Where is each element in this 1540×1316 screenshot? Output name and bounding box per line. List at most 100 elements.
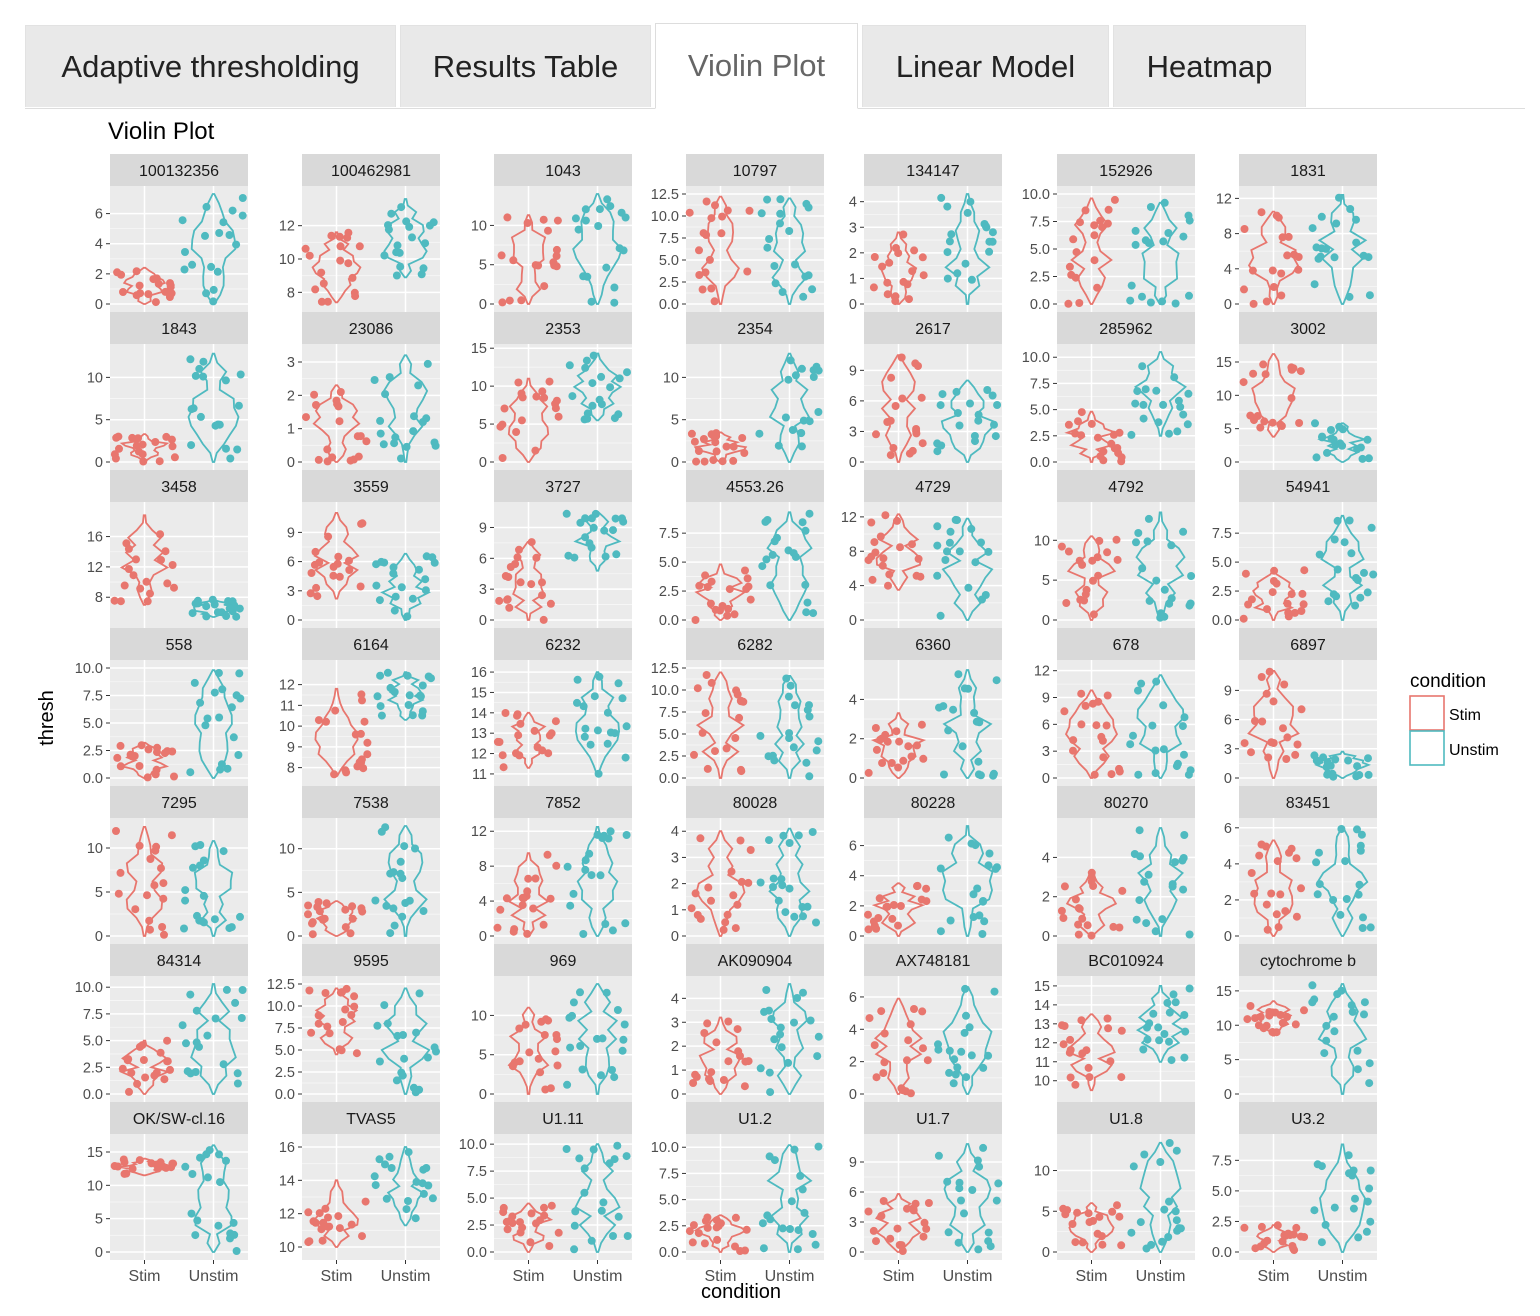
- data-point-unstim: [1144, 514, 1153, 523]
- data-point-stim: [711, 201, 719, 210]
- data-point-unstim: [1313, 1160, 1322, 1169]
- data-point-unstim: [1154, 1023, 1163, 1032]
- data-point-unstim: [1137, 679, 1146, 688]
- data-point-stim: [729, 456, 738, 465]
- data-point-unstim: [1164, 1233, 1173, 1241]
- data-point-unstim: [1179, 854, 1188, 862]
- y-tick-label: 12: [471, 824, 487, 840]
- facet-label: 1831: [1290, 163, 1326, 180]
- data-point-stim: [885, 570, 894, 579]
- y-tick-label: 5.0: [83, 716, 103, 732]
- data-point-stim: [711, 747, 719, 756]
- y-tick-label: 10.0: [267, 999, 295, 1015]
- data-point-stim: [145, 916, 154, 925]
- data-point-unstim: [1171, 998, 1180, 1007]
- y-tick-label: 5: [95, 1212, 103, 1228]
- data-point-unstim: [946, 527, 955, 536]
- facet-strip: [1057, 1102, 1195, 1134]
- data-point-unstim: [763, 1211, 772, 1220]
- legend: condition Stim Unstim: [1409, 671, 1499, 766]
- y-tick-label: 7.5: [659, 526, 679, 542]
- data-point-stim: [1096, 216, 1105, 225]
- data-point-unstim: [954, 1238, 963, 1247]
- data-point-unstim: [980, 917, 989, 926]
- data-point-stim: [1089, 576, 1097, 585]
- tab-heatmap[interactable]: Heatmap: [1113, 25, 1306, 107]
- data-point-stim: [1097, 1232, 1106, 1241]
- data-point-unstim: [579, 702, 588, 711]
- data-point-unstim: [1312, 243, 1321, 252]
- data-point-stim: [132, 555, 140, 564]
- data-point-stim: [516, 578, 525, 587]
- data-point-stim: [525, 1048, 534, 1057]
- data-point-stim: [910, 246, 919, 255]
- data-point-unstim: [1174, 396, 1183, 405]
- data-point-unstim: [397, 583, 406, 592]
- x-tick-label: Stim: [1076, 1268, 1108, 1285]
- data-point-unstim: [389, 563, 398, 572]
- data-point-unstim: [781, 413, 790, 422]
- data-point-unstim: [994, 1179, 1003, 1188]
- y-tick-label: 4: [849, 1022, 857, 1038]
- y-tick-label: 5.0: [275, 1043, 295, 1059]
- data-point-stim: [1257, 840, 1266, 849]
- data-point-stim: [138, 450, 147, 459]
- data-point-stim: [1279, 724, 1287, 733]
- data-point-unstim: [943, 1177, 952, 1186]
- facet-label: U1.11: [542, 1111, 584, 1128]
- data-point-unstim: [402, 442, 411, 451]
- y-tick-label: 10.0: [459, 1137, 487, 1153]
- data-point-stim: [741, 1057, 750, 1066]
- tab-linear-model[interactable]: Linear Model: [862, 25, 1109, 107]
- data-point-unstim: [791, 371, 800, 380]
- data-point-stim: [703, 1223, 712, 1232]
- data-point-unstim: [191, 371, 200, 380]
- y-tick-label: 4: [1224, 857, 1232, 873]
- y-tick-label: 2: [849, 899, 857, 915]
- data-point-stim: [1247, 869, 1256, 877]
- data-point-unstim: [231, 998, 240, 1007]
- data-point-unstim: [984, 861, 993, 870]
- data-point-stim: [338, 1018, 347, 1026]
- y-tick-label: 0: [849, 297, 857, 313]
- data-point-stim: [516, 719, 525, 728]
- data-point-unstim: [971, 841, 980, 850]
- data-point-unstim: [1127, 1228, 1136, 1237]
- facet-label: 80270: [1104, 795, 1149, 812]
- y-tick-label: 8: [287, 285, 295, 301]
- data-point-unstim: [571, 1207, 580, 1216]
- data-point-unstim: [186, 990, 195, 999]
- facet-label: 678: [1113, 637, 1140, 654]
- data-point-unstim: [589, 523, 598, 532]
- data-point-stim: [167, 1163, 176, 1172]
- facet-label: 80228: [911, 795, 956, 812]
- data-point-stim: [349, 455, 358, 464]
- data-point-stim: [877, 1007, 886, 1016]
- y-tick-label: 0: [95, 455, 103, 471]
- data-point-stim: [729, 891, 738, 900]
- data-point-stim: [883, 278, 892, 287]
- facet-label: 100132356: [139, 163, 219, 180]
- data-point-unstim: [397, 1068, 406, 1077]
- data-point-stim: [870, 538, 879, 547]
- tab-results-table[interactable]: Results Table: [400, 25, 651, 107]
- y-tick-label: 0: [479, 613, 487, 629]
- data-point-stim: [306, 589, 315, 598]
- tab-adaptive-thresholding[interactable]: Adaptive thresholding: [25, 25, 396, 107]
- tab-violin-plot[interactable]: Violin Plot: [655, 23, 858, 109]
- data-point-unstim: [778, 881, 787, 890]
- data-point-unstim: [943, 248, 952, 257]
- data-point-unstim: [1185, 601, 1194, 610]
- data-point-unstim: [408, 594, 417, 603]
- data-point-stim: [1087, 931, 1096, 940]
- y-tick-label: 10: [1034, 1164, 1050, 1180]
- data-point-stim: [498, 751, 507, 760]
- data-point-stim: [1251, 1014, 1260, 1023]
- data-point-stim: [707, 284, 716, 293]
- data-point-stim: [746, 595, 755, 604]
- data-point-stim: [301, 244, 310, 253]
- facet-strip: [494, 786, 632, 818]
